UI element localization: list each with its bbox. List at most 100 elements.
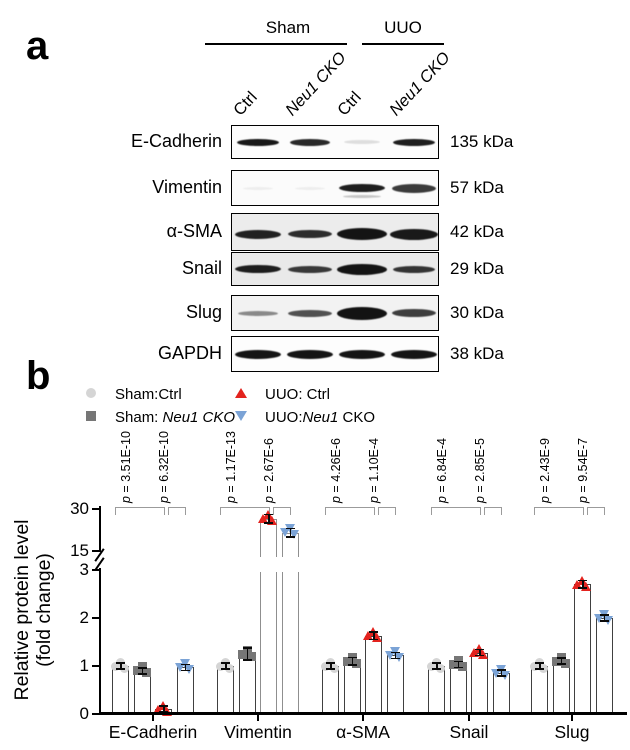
error-bar-line (373, 631, 375, 640)
molecular-weight-label: 29 kDa (450, 259, 504, 278)
blot-strip-α-SMA (231, 213, 439, 251)
panel-a-label: a (26, 24, 49, 68)
bar-UUO: Neu1 CKO (595, 618, 613, 714)
legend-triangle-up-marker (235, 388, 247, 398)
blot-band (392, 183, 436, 193)
y-tick-label: 2 (79, 608, 89, 627)
p-value-label: p = 9.54E-7 (575, 438, 590, 503)
x-category-label: Snail (449, 722, 489, 742)
blot-band (344, 140, 380, 144)
legend-triangle-down-marker (235, 411, 247, 421)
protein-label: E-Cadherin (130, 131, 222, 151)
bar-Sham: Neu1 CKO (449, 664, 467, 714)
data-point-triangle-down-marker (288, 530, 299, 540)
error-bar-cap-top (432, 662, 442, 664)
error-bar-cap-bottom (599, 620, 609, 622)
protein-label: Snail (181, 258, 222, 278)
p-value-label: p = 6.32E-10 (156, 431, 171, 503)
significance-bracket (430, 507, 481, 515)
molecular-weight-label: 42 kDa (450, 222, 504, 241)
bar-lower-segment (281, 572, 299, 714)
data-point-triangle-down-marker (499, 670, 510, 680)
error-bar-cap-bottom (390, 657, 400, 660)
blot-strip-E-Cadherin (231, 125, 439, 159)
error-bar-line (268, 514, 270, 523)
error-bar-cap-bottom (116, 668, 126, 670)
data-point-square-marker (137, 662, 147, 672)
data-point-triangle-up-marker (158, 700, 169, 710)
blot-band (337, 228, 387, 240)
error-bar-line (560, 658, 562, 665)
error-bar-line (351, 657, 353, 666)
error-bar-cap-bottom (137, 673, 147, 675)
blot-band-secondary (343, 194, 381, 198)
data-point-triangle-down-marker (495, 664, 506, 674)
data-point-circle-marker (530, 661, 540, 671)
group-underline-sham (205, 43, 347, 45)
error-bar-cap-bottom (221, 668, 231, 670)
legend-circle-marker (86, 388, 96, 398)
significance-bracket (168, 507, 187, 515)
data-point-triangle-down-marker (389, 646, 400, 656)
p-value-label-anchor: p = 1.17E-13 (224, 431, 251, 503)
error-bar-cap-top (159, 705, 169, 707)
error-bar-cap-top (180, 663, 190, 666)
blot-band (295, 186, 325, 190)
data-point-circle-marker (427, 661, 437, 671)
data-point-triangle-up-marker (162, 706, 173, 716)
error-bar-cap-top (242, 647, 252, 649)
y-axis-title: Relative protein level (fold change) (11, 519, 56, 700)
error-bar-cap-bottom (347, 664, 357, 666)
p-value-label-anchor: p = 2.43E-9 (538, 438, 565, 503)
error-bar-cap-top (556, 657, 566, 659)
bar-Sham: Neu1 CKO (552, 661, 570, 714)
data-point-circle-marker (216, 661, 226, 671)
significance-bracket (378, 507, 397, 515)
data-point-circle-marker (321, 661, 331, 671)
blot-band (391, 349, 437, 359)
error-bar-cap-top (390, 651, 400, 654)
error-bar-line (436, 663, 438, 669)
error-bar-line (225, 663, 227, 669)
bar-UUO: Ctrl (471, 652, 489, 714)
bar-Sham:Ctrl (217, 666, 235, 714)
p-value-label: p = 1.10E-4 (366, 438, 381, 503)
error-bar-cap-bottom (475, 654, 485, 657)
p-value-label-anchor: p = 6.84E-4 (435, 438, 462, 503)
data-point-circle-marker (221, 657, 231, 667)
bar-lower-segment (260, 572, 278, 714)
error-bar-cap-bottom (535, 668, 545, 670)
error-bar-line (184, 664, 186, 671)
error-bar-cap-top (285, 527, 295, 530)
molecular-weight-label: 30 kDa (450, 303, 504, 322)
significance-bracket (533, 507, 584, 515)
x-tick (571, 714, 573, 721)
bar-UUO: Ctrl (574, 584, 592, 714)
bar-Sham: Neu1 CKO (238, 654, 256, 714)
blot-band (237, 138, 279, 146)
error-bar-cap-top (369, 631, 379, 633)
p-value-label: p = 6.84E-4 (435, 438, 450, 503)
error-bar-cap-bottom (242, 659, 252, 661)
blot-band (288, 265, 332, 273)
y-axis-title-line2: (fold change) (33, 553, 55, 667)
blot-band (339, 184, 385, 192)
data-point-square-marker (246, 651, 256, 661)
y-tick-label: 3 (79, 560, 89, 579)
error-bar-line (394, 652, 396, 659)
data-point-square-marker (453, 656, 463, 666)
group-header-uuo: UUO (384, 18, 422, 37)
error-bar-cap-bottom (264, 522, 274, 524)
bar-Sham:Ctrl (428, 666, 446, 714)
data-point-triangle-down-marker (602, 615, 613, 625)
x-tick (468, 714, 470, 721)
blot-strip-GAPDH (231, 336, 439, 372)
x-tick (362, 714, 364, 721)
p-value-label: p = 1.17E-13 (224, 431, 239, 503)
data-point-triangle-up-marker (478, 650, 489, 660)
blot-band (235, 349, 281, 359)
blot-band (288, 230, 332, 238)
y-tick-label: 0 (79, 704, 89, 723)
p-value-label: p = 2.43E-9 (538, 438, 553, 503)
lane-label: Ctrl (334, 88, 365, 120)
